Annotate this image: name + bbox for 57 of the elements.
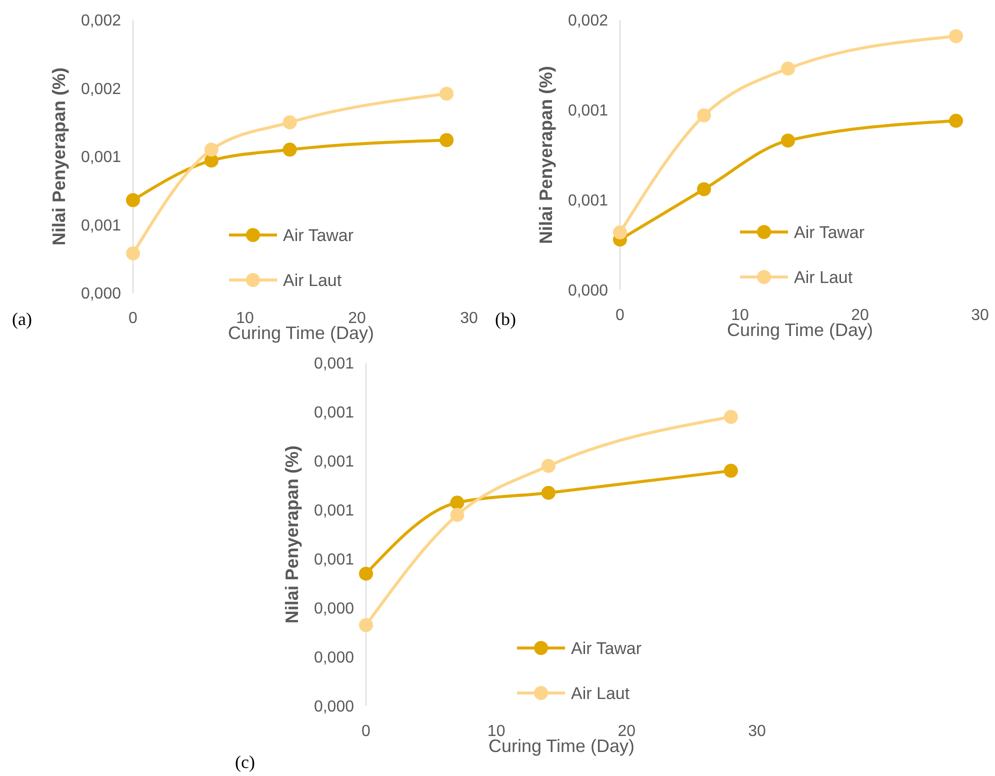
point (282, 142, 297, 157)
y-tick-label: 0,000 (568, 282, 608, 300)
y-tick-label: 0,002 (80, 80, 122, 98)
point (450, 496, 464, 510)
point (949, 29, 963, 44)
y-tick-label: 0,001 (568, 102, 608, 120)
y-tick-label: 0,001 (314, 502, 354, 520)
legend-label: Air Tawar (283, 226, 354, 245)
point (282, 115, 297, 130)
y-tick-label: 0,000 (314, 650, 354, 667)
y-tick-label: 0,000 (314, 698, 354, 716)
point (781, 62, 795, 76)
point (697, 182, 711, 196)
x-tick-label: 30 (460, 310, 478, 327)
legend-label: Air Laut (794, 268, 853, 287)
point (126, 193, 140, 208)
legend-label: Air Laut (571, 684, 630, 703)
y-tick-label: 0,000 (314, 600, 354, 618)
x-tick-label: 0 (128, 310, 138, 327)
point (359, 618, 373, 632)
point (724, 464, 738, 478)
x-tick-label: 30 (748, 723, 766, 740)
point (359, 566, 373, 581)
legend-label: Air Tawar (794, 222, 865, 242)
y-tick-label: 0,002 (80, 12, 122, 30)
y-tick-label: 0,002 (568, 12, 608, 30)
text: (a) (12, 309, 32, 329)
legend-label: Air Laut (283, 270, 342, 290)
y-axis-title: Nilai Penyerapan (%) (49, 67, 69, 246)
text: (c) (235, 752, 255, 772)
point (949, 114, 963, 128)
y-axis-title: Nilai Penyerapan (%) (282, 445, 302, 624)
y-tick-label: 0,001 (80, 217, 122, 234)
point (541, 486, 556, 500)
y-tick-label: 0,001 (80, 149, 122, 166)
point (126, 246, 140, 260)
point (781, 134, 795, 148)
y-tick-label: 0,001 (314, 356, 354, 373)
point (541, 458, 556, 473)
y-tick-label: 0,001 (314, 454, 354, 471)
point (440, 86, 454, 101)
legend-label: Air Tawar (571, 638, 642, 658)
x-tick-label: 30 (971, 307, 989, 324)
point (440, 133, 454, 148)
x-tick-label: 0 (616, 307, 625, 324)
point (697, 108, 711, 122)
point (204, 142, 218, 157)
point (613, 225, 627, 240)
y-tick-label: 0,000 (80, 286, 122, 303)
x-tick-label: 0 (362, 723, 371, 740)
point (450, 508, 464, 522)
y-tick-label: 0,001 (314, 404, 354, 422)
y-tick-label: 0,001 (314, 552, 354, 569)
y-tick-label: 0,001 (568, 192, 608, 210)
point (724, 410, 738, 424)
y-axis-title: Nilai Penyerapan (%) (536, 66, 556, 244)
text: (b) (495, 309, 516, 329)
